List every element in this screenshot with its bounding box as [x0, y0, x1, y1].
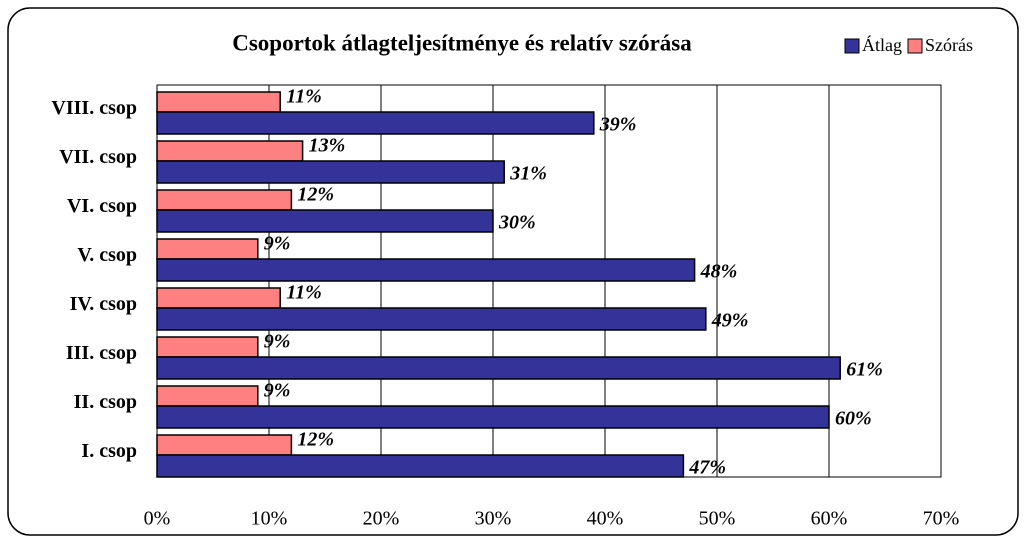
y-tick-label: I. csop [81, 440, 137, 462]
x-tick-label: 50% [699, 508, 736, 530]
data-label: 48% [700, 261, 738, 283]
y-tick-label: VI. csop [67, 195, 137, 217]
chart-title: Csoportok átlagteljesítménye és relatív … [232, 30, 692, 55]
data-label: 9% [264, 380, 291, 402]
data-label: 47% [688, 457, 726, 479]
data-label: 30% [498, 212, 536, 234]
x-tick-label: 60% [811, 508, 848, 530]
legend-swatch [844, 38, 860, 54]
y-tick-label: II. csop [74, 391, 137, 413]
bar [156, 307, 707, 331]
bar [156, 91, 281, 113]
x-tick-label: 0% [144, 508, 171, 530]
y-tick-label: III. csop [66, 342, 137, 364]
bar [156, 140, 304, 162]
x-tick-label: 40% [587, 508, 624, 530]
legend-swatch [907, 38, 923, 54]
bar [156, 189, 293, 211]
data-label: 9% [264, 233, 291, 255]
data-label: 11% [286, 282, 322, 304]
bar [156, 160, 505, 184]
bar [156, 258, 696, 282]
bar [156, 336, 259, 358]
bar [156, 405, 830, 429]
y-tick-label: VII. csop [59, 146, 137, 168]
y-tick-label: V. csop [77, 244, 137, 266]
data-label: 12% [297, 184, 334, 206]
x-tick-label: 70% [923, 508, 960, 530]
data-label: 60% [835, 408, 872, 430]
y-tick-label: IV. csop [70, 293, 137, 315]
bar [156, 287, 281, 309]
x-tick-label: 10% [251, 508, 288, 530]
bar [156, 385, 259, 407]
data-label: 13% [309, 135, 346, 157]
data-label: 31% [509, 163, 547, 185]
x-tick-label: 30% [475, 508, 512, 530]
bar [156, 454, 685, 478]
data-label: 12% [297, 429, 334, 451]
bar [156, 356, 841, 380]
legend-label: Átlag [862, 34, 902, 55]
bar [156, 111, 595, 135]
bar [156, 434, 293, 456]
legend-label: Szórás [925, 35, 973, 55]
data-label: 61% [846, 359, 883, 381]
y-tick-label: VIII. csop [51, 97, 137, 119]
bar [156, 209, 494, 233]
data-label: 49% [711, 310, 749, 332]
data-label: 11% [286, 86, 322, 108]
data-label: 39% [599, 114, 637, 136]
x-tick-label: 20% [363, 508, 400, 530]
data-label: 9% [264, 331, 291, 353]
bar [156, 238, 259, 260]
